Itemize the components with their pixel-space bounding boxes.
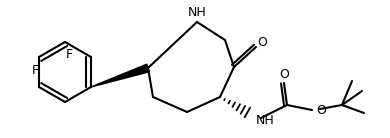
Text: NH: NH xyxy=(256,115,275,128)
Text: O: O xyxy=(279,68,289,82)
Polygon shape xyxy=(91,64,149,87)
Text: O: O xyxy=(257,35,267,48)
Text: F: F xyxy=(66,48,73,62)
Text: NH: NH xyxy=(188,6,206,19)
Text: F: F xyxy=(32,63,39,76)
Text: O: O xyxy=(316,104,326,117)
